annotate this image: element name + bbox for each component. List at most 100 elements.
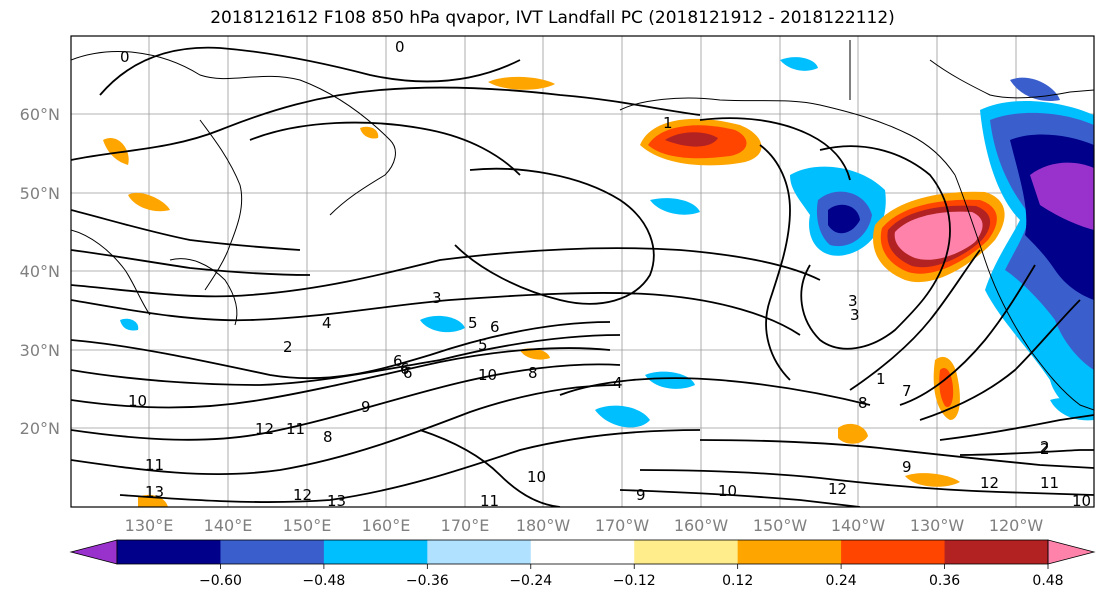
contour-label: 11 [286, 420, 305, 438]
colorbar-segment [530, 540, 635, 564]
colorbar-frame [116, 539, 1049, 565]
contour-label: 12 [828, 480, 847, 498]
contour-label: 6 [393, 352, 403, 370]
contour-label: 6 [490, 318, 500, 336]
contour-label: 7 [902, 382, 912, 400]
shade-blob-1 [838, 423, 868, 444]
colorbar-segment [841, 540, 946, 564]
lat-label: 60°N [20, 105, 60, 124]
contour-label: 10 [478, 366, 497, 384]
contour-label: 3 [850, 306, 860, 324]
contour-label: 9 [636, 486, 646, 504]
lon-label: 160°W [674, 516, 729, 535]
colorbar-arrow-right [1047, 539, 1096, 565]
colorbar-tick-label: −0.12 [613, 573, 656, 589]
map-frame [70, 35, 1095, 508]
shade-alaska-dark [665, 132, 718, 147]
shade-blob-2 [905, 473, 960, 487]
colorbar: −0.60 −0.48 −0.36 −0.24 −0.12 0.12 0.24 0.36 0.4… [69, 539, 1096, 589]
contour-label: 9 [902, 458, 912, 476]
contour-label: 1 [663, 114, 673, 132]
contour-label: 11 [1040, 474, 1059, 492]
coastlines [71, 40, 1094, 411]
shade-coast-pink [894, 211, 983, 260]
shade-blob-7 [595, 405, 650, 428]
lon-label: 130°E [125, 516, 174, 535]
shade-blob-11 [780, 57, 818, 71]
contour-label: 3 [848, 292, 858, 310]
contour-label: 5 [468, 314, 478, 332]
lon-labels: 130°E 140°E 150°E 160°E 170°E 180°W 170°… [125, 516, 1044, 535]
lon-label: 150°E [283, 516, 332, 535]
lon-label: 160°E [362, 516, 411, 535]
colorbar-tick-label: −0.48 [302, 573, 345, 589]
colorbar-tick-label: 0.12 [722, 573, 753, 589]
colorbar-tick-label: 0.36 [929, 573, 960, 589]
lon-label: 170°W [595, 516, 650, 535]
lon-label: 140°W [831, 516, 886, 535]
contour-label: 13 [145, 483, 164, 501]
contour-label: 4 [613, 374, 623, 392]
lon-label: 120°W [989, 516, 1044, 535]
shade-blob-8 [420, 315, 465, 333]
colorbar-segment [944, 540, 1049, 564]
contour-label: 2 [283, 338, 293, 356]
contour-label: 11 [145, 456, 164, 474]
colorbar-tick-label: 0.24 [826, 573, 857, 589]
contour-label: 10 [718, 482, 737, 500]
lat-label: 30°N [20, 341, 60, 360]
shade-pnw-neg-navy [828, 204, 860, 234]
shade-blob-3 [488, 76, 555, 90]
contour-label: 12 [980, 474, 999, 492]
contour-label: 13 [327, 492, 346, 510]
contour-label: 10 [128, 392, 147, 410]
colorbar-segment [117, 540, 221, 564]
contour-label: 6 [403, 364, 413, 382]
map-title: 2018121612 F108 850 hPa qvapor, IVT Land… [210, 8, 895, 28]
contour-label: 10 [1072, 492, 1091, 510]
shade-blob-10 [1050, 398, 1094, 421]
shade-interior-purple [1030, 162, 1094, 230]
lat-label: 40°N [20, 262, 60, 281]
colorbar-segment [427, 540, 532, 564]
contour-label: 2 [1040, 440, 1050, 458]
contour-label: 8 [858, 394, 868, 412]
shade-blob-14 [120, 318, 139, 331]
lat-labels: 60°N 50°N 40°N 30°N 20°N [20, 105, 60, 438]
contour-label: 0 [395, 38, 405, 56]
contour-label: 11 [480, 492, 499, 510]
lat-label: 20°N [20, 419, 60, 438]
shade-blob-13 [360, 126, 379, 139]
lon-label: 170°E [441, 516, 490, 535]
shade-blob-15 [520, 348, 550, 360]
contour-label: 8 [323, 428, 333, 446]
contour-label: 1 [876, 370, 886, 388]
colorbar-tick-label: −0.60 [199, 573, 242, 589]
contour-label: 8 [528, 364, 538, 382]
colorbar-tick-label: 0.48 [1032, 573, 1063, 589]
shade-blob-4 [103, 138, 129, 165]
contour-label: 0 [120, 48, 130, 66]
contour-label: 5 [478, 336, 488, 354]
lon-label: 180°W [516, 516, 571, 535]
lon-label: 150°W [753, 516, 808, 535]
contour-label: 10 [527, 468, 546, 486]
colorbar-segment [323, 540, 428, 564]
ivt-contours [71, 46, 1094, 507]
contour-label: 12 [293, 486, 312, 504]
qvapor-shading [103, 57, 1094, 507]
contour-label: 4 [322, 314, 332, 332]
lon-label: 130°W [910, 516, 965, 535]
shade-blob-9 [645, 371, 695, 389]
contour-label: 2 [1040, 438, 1050, 456]
colorbar-segment [220, 540, 325, 564]
contour-label: 6 [400, 360, 410, 378]
lon-label: 140°E [204, 516, 253, 535]
shade-blob-5 [128, 192, 170, 212]
shade-blob-6 [650, 198, 700, 215]
colorbar-tick-label: −0.24 [509, 573, 552, 589]
contour-label: 9 [361, 398, 371, 416]
colorbar-segment [737, 540, 842, 564]
contour-label: 12 [255, 420, 274, 438]
